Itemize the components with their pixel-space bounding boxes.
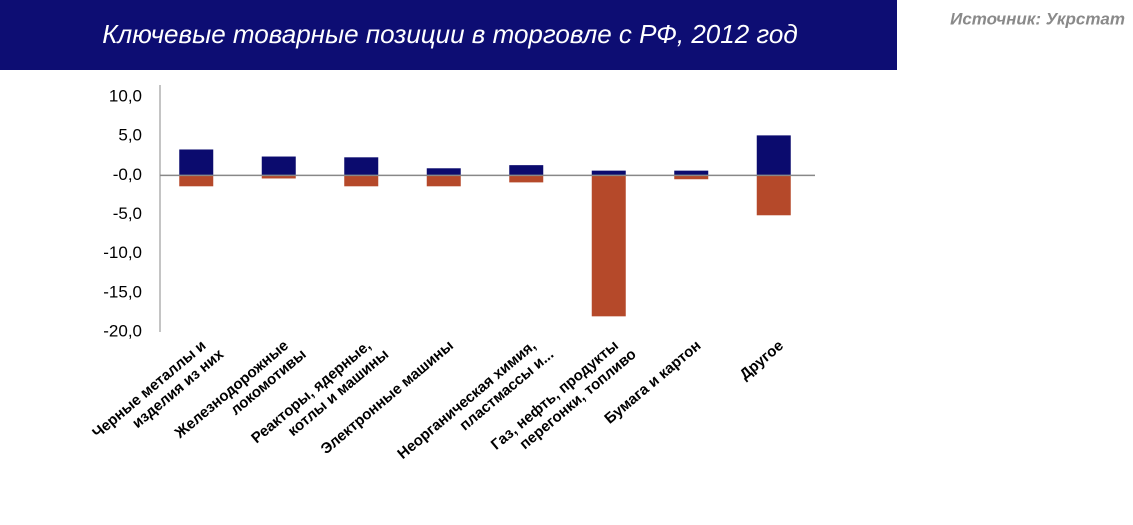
- bar: [509, 165, 544, 176]
- y-tick-label: -5,0: [113, 204, 142, 223]
- bar: [591, 175, 626, 317]
- chart-title: Ключевые товарные позиции в торговле с Р…: [102, 19, 798, 49]
- bar: [261, 156, 296, 176]
- y-tick-label: -20,0: [103, 321, 142, 340]
- bar: [344, 157, 379, 176]
- bar: [344, 175, 379, 187]
- bar: [756, 175, 791, 216]
- source-note: Источник: Укрстат: [950, 9, 1125, 28]
- y-tick-label: 10,0: [109, 86, 142, 105]
- x-tick-label: Другое: [736, 337, 786, 383]
- bar: [179, 175, 214, 187]
- x-tick-label-line: Неорганическая химия,: [394, 337, 539, 463]
- y-tick-label: -15,0: [103, 282, 142, 301]
- bar: [674, 170, 709, 176]
- y-tick-label: -0,0: [113, 165, 142, 184]
- bar: [674, 175, 709, 180]
- bar: [426, 168, 461, 176]
- title-banner: [0, 0, 897, 70]
- bar: [756, 135, 791, 176]
- bar: [179, 149, 214, 176]
- x-tick-label: Черные металлы иизделия из них: [89, 332, 227, 456]
- bar: [261, 175, 296, 179]
- bar: [426, 175, 461, 187]
- bar: [591, 170, 626, 176]
- y-tick-label: 5,0: [118, 126, 142, 145]
- y-tick-label: -10,0: [103, 243, 142, 262]
- bar: [509, 175, 544, 183]
- x-tick-label-line: Другое: [736, 337, 786, 383]
